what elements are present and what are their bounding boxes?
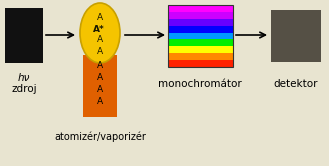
- Text: A: A: [97, 13, 103, 23]
- Text: zdroj: zdroj: [11, 84, 37, 94]
- Text: A: A: [97, 60, 103, 70]
- Ellipse shape: [80, 3, 120, 63]
- Text: A: A: [97, 46, 103, 55]
- Text: A*: A*: [93, 25, 105, 34]
- Bar: [5, 8, 43, 63]
- Bar: [168, 40, 233, 46]
- Bar: [168, 19, 233, 26]
- Text: detektor: detektor: [274, 79, 318, 89]
- Text: A: A: [97, 96, 103, 106]
- Bar: [168, 60, 233, 67]
- Bar: [168, 5, 233, 67]
- Bar: [168, 53, 233, 60]
- Bar: [168, 5, 233, 12]
- Text: atomizér/vaporizér: atomizér/vaporizér: [54, 132, 146, 142]
- Bar: [168, 26, 233, 33]
- Bar: [168, 33, 233, 40]
- Text: A: A: [97, 36, 103, 44]
- Bar: [168, 12, 233, 19]
- Text: A: A: [97, 73, 103, 82]
- Text: monochromátor: monochromátor: [158, 79, 242, 89]
- Bar: [168, 46, 233, 53]
- Text: hν: hν: [18, 73, 30, 83]
- Bar: [83, 55, 117, 117]
- Bar: [271, 10, 321, 62]
- Text: A: A: [97, 84, 103, 93]
